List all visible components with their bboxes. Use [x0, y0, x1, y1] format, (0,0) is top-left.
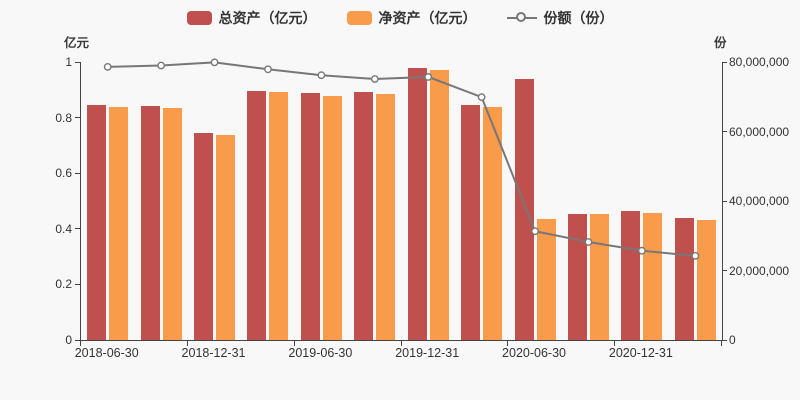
bar-net-assets[interactable] — [696, 219, 716, 340]
y-axis-left-tick — [75, 283, 80, 285]
legend-item-share[interactable]: 份额（份） — [506, 8, 614, 28]
x-axis-category-label: 2020-12-31 — [608, 346, 673, 360]
share-line-marker[interactable] — [157, 61, 166, 70]
y-axis-left-tick-label: 0 — [65, 333, 72, 347]
x-axis-category-label: 2020-06-30 — [502, 346, 567, 360]
y-axis-right-tick — [722, 131, 727, 132]
y-axis-right-tick — [722, 270, 727, 271]
x-axis-tick — [186, 341, 188, 346]
x-axis-category-label: 2019-06-30 — [288, 346, 353, 360]
bar-total-assets[interactable] — [514, 78, 534, 340]
share-line-path — [107, 61, 696, 257]
legend-item-net-assets[interactable]: 净资产（亿元） — [346, 8, 477, 28]
bar-net-assets[interactable] — [429, 70, 449, 340]
share-line-marker[interactable] — [370, 75, 379, 83]
legend-label: 总资产（亿元） — [218, 10, 317, 26]
legend: 总资产（亿元） 净资产（亿元） 份额（份） — [0, 8, 800, 28]
bar-total-assets[interactable] — [247, 90, 267, 340]
legend-item-total-assets[interactable]: 总资产（亿元） — [186, 8, 317, 28]
bar-total-assets[interactable] — [621, 210, 641, 340]
share-line-marker[interactable] — [317, 71, 326, 80]
right-axis-name: 份 — [714, 36, 727, 50]
legend-label: 净资产（亿元） — [378, 10, 477, 26]
bar-total-assets[interactable] — [567, 213, 587, 340]
share-line-marker[interactable] — [531, 227, 539, 236]
share-line-marker[interactable] — [584, 238, 593, 246]
x-axis-category-label: 2018-12-31 — [181, 346, 246, 360]
bar-total-assets[interactable] — [140, 106, 160, 340]
share-line-marker[interactable] — [424, 73, 433, 81]
share-line-marker[interactable] — [264, 65, 272, 74]
x-axis-tick — [80, 341, 81, 346]
y-axis-right-tick-label: 60,000,000 — [729, 124, 790, 139]
share-line-marker[interactable] — [103, 62, 112, 71]
y-axis-left-tick — [75, 61, 80, 63]
net-assets-swatch-icon — [346, 11, 372, 25]
bar-net-assets[interactable] — [589, 214, 609, 340]
x-axis-category-label: 2019-12-31 — [395, 346, 460, 360]
bar-total-assets[interactable] — [87, 105, 107, 340]
x-axis-tick — [400, 341, 402, 346]
bar-net-assets[interactable] — [536, 219, 556, 340]
share-line-marker[interactable] — [210, 58, 219, 67]
bar-total-assets[interactable] — [354, 92, 374, 340]
y-axis-left-tick — [75, 117, 80, 119]
share-line-marker[interactable] — [691, 252, 700, 260]
y-axis-right-tick-label: 80,000,000 — [729, 55, 790, 69]
bar-total-assets[interactable] — [300, 93, 320, 340]
bar-net-assets[interactable] — [162, 108, 182, 340]
share-line-marker[interactable] — [477, 93, 486, 101]
x-axis-tick — [293, 341, 295, 346]
y-axis-left-tick — [75, 339, 80, 341]
y-axis-left-tick-label: 0.2 — [55, 277, 72, 292]
bar-net-assets[interactable] — [483, 107, 503, 340]
share-line-marker[interactable] — [637, 246, 646, 255]
bar-net-assets[interactable] — [376, 93, 396, 340]
y-axis-left-tick-label: 0.8 — [55, 110, 72, 125]
bar-net-assets[interactable] — [322, 95, 342, 340]
bar-total-assets[interactable] — [674, 218, 694, 340]
y-axis-left-tick — [75, 228, 80, 230]
y-axis-left-tick-label: 1 — [65, 55, 72, 69]
plot-area — [80, 58, 723, 341]
x-axis-tick — [721, 341, 722, 346]
y-axis-right-tick-label: 0 — [729, 333, 736, 347]
bar-total-assets[interactable] — [461, 105, 481, 340]
y-axis-left-tick-label: 0.6 — [55, 166, 72, 181]
y-axis-left-tick-label: 0.4 — [55, 221, 72, 236]
total-assets-swatch-icon — [186, 11, 212, 25]
x-axis-category-label: 2018-06-30 — [74, 346, 139, 360]
legend-label: 份额（份） — [543, 10, 614, 26]
bar-net-assets[interactable] — [643, 212, 663, 340]
y-axis-right-tick-label: 20,000,000 — [729, 263, 790, 278]
bar-net-assets[interactable] — [216, 135, 236, 340]
x-axis-tick — [614, 341, 616, 346]
y-axis-right-tick — [722, 200, 727, 202]
bar-net-assets[interactable] — [109, 107, 129, 340]
share-line-legend-icon — [506, 11, 537, 25]
bar-total-assets[interactable] — [194, 133, 214, 340]
y-axis-left-tick — [75, 172, 80, 174]
left-axis-name: 亿元 — [64, 36, 90, 50]
bar-total-assets[interactable] — [407, 67, 427, 340]
share-line — [103, 58, 700, 260]
y-axis-right-tick — [722, 339, 727, 341]
bar-net-assets[interactable] — [269, 92, 289, 340]
x-axis-tick — [507, 341, 509, 346]
y-axis-right-tick-label: 40,000,000 — [729, 194, 790, 208]
y-axis-right-tick — [722, 61, 727, 63]
